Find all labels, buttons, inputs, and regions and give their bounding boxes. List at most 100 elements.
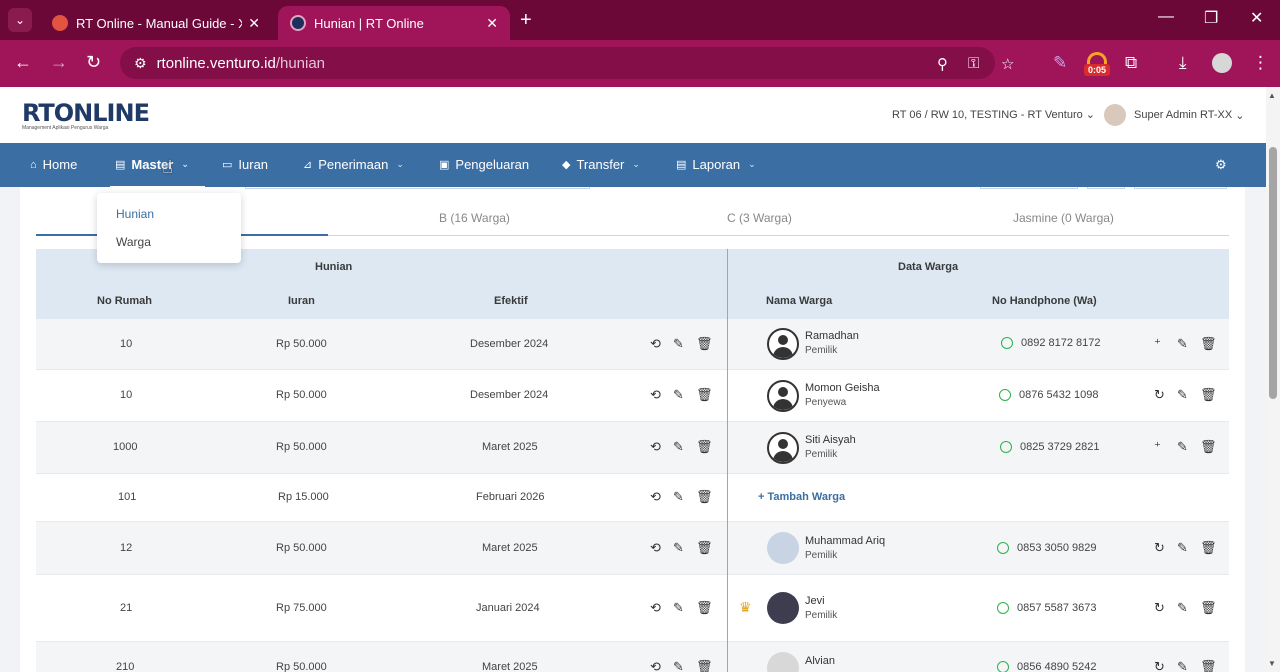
forward-arrow-icon[interactable]: → bbox=[50, 52, 68, 72]
refresh-icon[interactable]: ↻ bbox=[1154, 600, 1165, 615]
iuran: Rp 50.000 bbox=[276, 441, 327, 453]
edit-icon[interactable]: ✎ bbox=[673, 439, 684, 454]
edit-icon[interactable]: ✎ bbox=[673, 489, 684, 504]
chevron-down-icon: ⌄ bbox=[748, 159, 756, 169]
nav-pengeluaran[interactable]: ▣ Pengeluaran bbox=[439, 157, 529, 172]
edit-icon[interactable]: ✎ bbox=[1177, 439, 1188, 454]
nav-iuran[interactable]: ▭ Iuran bbox=[222, 157, 268, 172]
history-icon[interactable]: ⟲ bbox=[650, 439, 661, 454]
trash-icon[interactable]: 🗑 bbox=[696, 600, 713, 615]
hidden-button[interactable] bbox=[1087, 187, 1125, 189]
history-icon[interactable]: ⟲ bbox=[650, 489, 661, 504]
close-tab-icon[interactable]: ✕ bbox=[248, 14, 260, 31]
back-arrow-icon[interactable]: ← bbox=[14, 52, 32, 72]
zoom-icon[interactable]: ⚲ bbox=[937, 56, 948, 73]
edit-icon[interactable]: ✎ bbox=[1177, 336, 1188, 351]
edit-icon[interactable]: ✎ bbox=[1177, 659, 1188, 672]
trash-icon[interactable]: 🗑 bbox=[1200, 439, 1217, 454]
settings-gear-icon[interactable]: ⚙ bbox=[1215, 157, 1227, 172]
address-bar[interactable]: ⚙ rtonline.venturo.id/hunian bbox=[120, 47, 995, 79]
hidden-button[interactable] bbox=[980, 187, 1078, 189]
efektif: Januari 2024 bbox=[476, 602, 540, 614]
trash-icon[interactable]: 🗑 bbox=[696, 540, 713, 555]
nav-laporan[interactable]: ▤ Laporan ⌄ bbox=[676, 157, 756, 172]
trash-icon[interactable]: 🗑 bbox=[1200, 336, 1217, 351]
whatsapp-number[interactable]: 0856 4890 5242 bbox=[997, 661, 1097, 672]
whatsapp-icon bbox=[997, 542, 1009, 554]
whatsapp-number[interactable]: 0853 3050 9829 bbox=[997, 542, 1097, 554]
edit-icon[interactable]: ✎ bbox=[673, 540, 684, 555]
history-icon[interactable]: ⟲ bbox=[650, 540, 661, 555]
history-icon[interactable]: ⟲ bbox=[650, 387, 661, 402]
trash-icon[interactable]: 🗑 bbox=[1200, 387, 1217, 402]
timer-extension-icon[interactable]: 0:05 bbox=[1084, 52, 1110, 80]
refresh-icon[interactable]: ↻ bbox=[1154, 540, 1165, 555]
scroll-up-icon[interactable]: ▲ bbox=[1268, 91, 1276, 100]
tambah-warga-link[interactable]: + Tambah Warga bbox=[758, 491, 846, 503]
trash-icon[interactable]: 🗑 bbox=[696, 387, 713, 402]
hidden-button[interactable] bbox=[1134, 187, 1227, 189]
tab-block-c[interactable]: C (3 Warga) bbox=[727, 211, 792, 225]
tab-search-chevron-icon[interactable]: ⌄ bbox=[8, 8, 32, 32]
dropdown-item-warga[interactable]: Warga bbox=[116, 235, 151, 249]
refresh-icon[interactable]: ↻ bbox=[1154, 659, 1165, 672]
nav-penerimaan[interactable]: ⊿ Penerimaan ⌄ bbox=[303, 157, 404, 172]
location-selector[interactable]: RT 06 / RW 10, TESTING - RT Venturo ⌄ bbox=[892, 109, 1096, 121]
add-user-icon[interactable]: ⁺ bbox=[1154, 439, 1161, 454]
history-icon[interactable]: ⟲ bbox=[650, 659, 661, 672]
scroll-thumb[interactable] bbox=[1269, 147, 1277, 399]
edit-icon[interactable]: ✎ bbox=[673, 336, 684, 351]
new-tab-plus-icon[interactable]: + bbox=[520, 9, 532, 31]
whatsapp-number[interactable]: 0892 8172 8172 bbox=[1001, 337, 1101, 349]
history-icon[interactable]: ⟲ bbox=[650, 600, 661, 615]
trash-icon[interactable]: 🗑 bbox=[1200, 600, 1217, 615]
restore-icon[interactable]: ❐ bbox=[1204, 10, 1219, 27]
edit-icon[interactable]: ✎ bbox=[1177, 540, 1188, 555]
feather-extension-icon[interactable]: ✎ bbox=[1053, 53, 1068, 72]
page-scrollbar[interactable]: ▲ ▼ bbox=[1266, 87, 1280, 672]
more-menu-icon[interactable]: ⋮ bbox=[1252, 53, 1269, 72]
browser-tab-hunian[interactable]: Hunian | RT Online ✕ bbox=[278, 6, 510, 40]
hidden-search-field[interactable] bbox=[245, 187, 590, 189]
reload-icon[interactable]: ↻ bbox=[86, 52, 102, 72]
edit-icon[interactable]: ✎ bbox=[673, 387, 684, 402]
scroll-down-icon[interactable]: ▼ bbox=[1268, 659, 1276, 668]
trash-icon[interactable]: 🗑 bbox=[1200, 540, 1217, 555]
edit-icon[interactable]: ✎ bbox=[1177, 387, 1188, 402]
add-user-icon[interactable]: ⁺ bbox=[1154, 336, 1161, 351]
trash-icon[interactable]: 🗑 bbox=[696, 439, 713, 454]
dropdown-item-hunian[interactable]: Hunian bbox=[116, 207, 155, 221]
edit-icon[interactable]: ✎ bbox=[673, 600, 684, 615]
minimize-icon[interactable]: — bbox=[1158, 8, 1174, 25]
download-icon[interactable]: ⤓ bbox=[1179, 53, 1187, 72]
nav-home[interactable]: ⌂ Home bbox=[30, 157, 77, 172]
refresh-icon[interactable]: ↻ bbox=[1154, 387, 1165, 402]
history-icon[interactable]: ⟲ bbox=[650, 336, 661, 351]
profile-avatar[interactable] bbox=[1212, 53, 1232, 73]
close-window-icon[interactable]: ✕ bbox=[1250, 10, 1264, 27]
trash-icon[interactable]: 🗑 bbox=[1200, 659, 1217, 672]
bookmark-star-icon[interactable]: ☆ bbox=[1001, 56, 1015, 73]
nav-transfer[interactable]: ◆ Transfer ⌄ bbox=[562, 157, 640, 172]
whatsapp-number[interactable]: 0876 5432 1098 bbox=[999, 389, 1099, 401]
whatsapp-number[interactable]: 0825 3729 2821 bbox=[1000, 441, 1100, 453]
tab-title: RT Online - Manual Guide - Xm bbox=[76, 15, 243, 31]
browser-tab-manual-guide[interactable]: RT Online - Manual Guide - Xm ✕ bbox=[40, 6, 272, 40]
trash-icon[interactable]: 🗑 bbox=[696, 489, 713, 504]
trash-icon[interactable]: 🗑 bbox=[696, 336, 713, 351]
column-divider bbox=[727, 249, 728, 672]
edit-icon[interactable]: ✎ bbox=[673, 659, 684, 672]
key-icon[interactable]: ⚿ bbox=[968, 55, 980, 72]
tab-block-b[interactable]: B (16 Warga) bbox=[439, 211, 510, 225]
rtonline-logo[interactable]: RTONLINE Management Aplikasi Pengurus Wa… bbox=[22, 99, 150, 131]
site-settings-icon[interactable]: ⚙ bbox=[134, 54, 147, 71]
close-tab-icon[interactable]: ✕ bbox=[486, 14, 498, 31]
nav-master[interactable]: ▤ Master ⌄ bbox=[115, 157, 189, 172]
tab-block-jasmine[interactable]: Jasmine (0 Warga) bbox=[1013, 211, 1114, 225]
edit-icon[interactable]: ✎ bbox=[1177, 600, 1188, 615]
trash-icon[interactable]: 🗑 bbox=[696, 659, 713, 672]
nama-warga: Momon Geisha bbox=[805, 382, 880, 394]
user-menu[interactable]: Super Admin RT-XX ⌄ bbox=[1104, 104, 1245, 126]
whatsapp-number[interactable]: 0857 5587 3673 bbox=[997, 602, 1097, 614]
extensions-puzzle-icon[interactable]: ⧉ bbox=[1125, 53, 1138, 72]
